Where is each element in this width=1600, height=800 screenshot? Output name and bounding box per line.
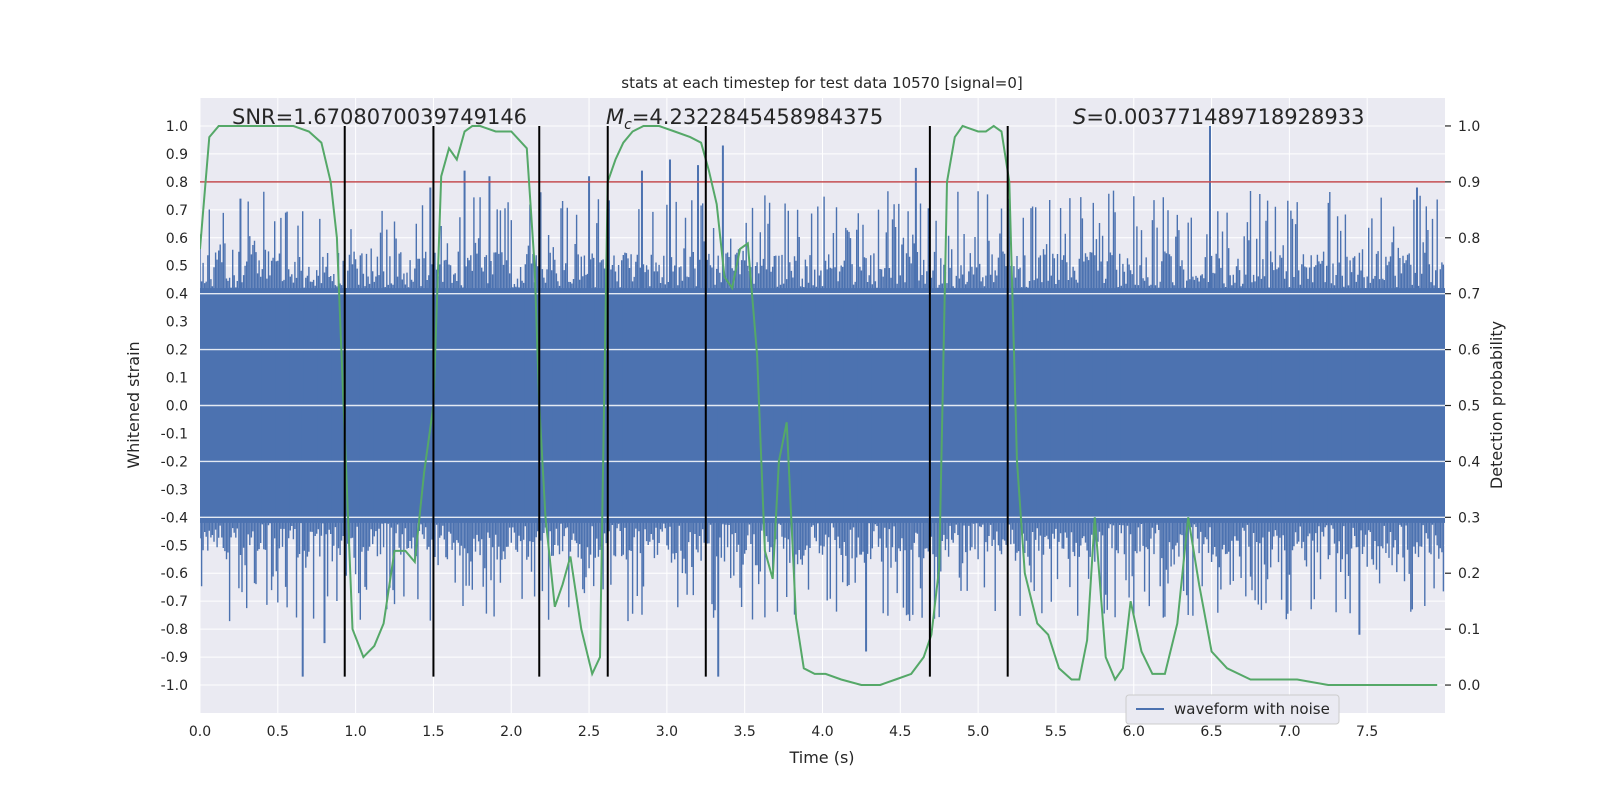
annotation-snr: SNR=1.6708070039749146 xyxy=(232,105,527,129)
annotation-mc-subscript: c xyxy=(624,117,632,133)
x-tick-label: 1.5 xyxy=(422,724,444,740)
chart-title: stats at each timestep for test data 105… xyxy=(621,74,1022,92)
y-tick-label: 1.0 xyxy=(166,119,188,135)
legend-box xyxy=(1125,694,1340,725)
x-axis-label: Time (s) xyxy=(788,748,854,767)
x-tick-label: 6.0 xyxy=(1123,724,1145,740)
y2-tick-label: 0.4 xyxy=(1458,454,1480,470)
event-lines xyxy=(343,125,1009,677)
y-axis-ticks: 1.0 0.9 0.8 0.7 0.6 0.5 0.4 0.3 0.2 0.1 0.0 -0.1 -0.… xyxy=(161,119,188,694)
x-tick-label: 2.0 xyxy=(500,724,522,740)
y-tick-label: 0.3 xyxy=(166,315,188,331)
waveform-series xyxy=(200,125,1445,677)
y2-tick-label: 0.0 xyxy=(1458,678,1480,694)
x-tick-label: 4.5 xyxy=(889,724,911,740)
y2-axis-ticks: 1.0 0.9 0.8 0.7 0.6 0.5 0.4 0.3 0.2 0.1 0.0 xyxy=(1445,119,1480,694)
annotation-mc-symbol: M xyxy=(606,105,624,129)
x-tick-label: 5.0 xyxy=(967,724,989,740)
annotation-chirp-mass: Mc=4.2322845458984375 xyxy=(606,105,883,133)
y2-tick-label: 0.2 xyxy=(1458,566,1480,582)
y-axis-label: Whitened strain xyxy=(124,341,143,468)
y2-axis-label: Detection probability xyxy=(1487,321,1506,489)
x-tick-label: 3.5 xyxy=(734,724,756,740)
annotation-s-value: =0.003771489718928933 xyxy=(1086,105,1364,129)
y-tick-label: 0.5 xyxy=(166,259,188,275)
y-tick-label: -1.0 xyxy=(161,678,188,694)
y-tick-label: 0.4 xyxy=(166,287,188,303)
y-tick-label: -0.3 xyxy=(161,482,188,498)
probability-series xyxy=(200,124,1438,686)
y2-tick-label: 0.1 xyxy=(1458,622,1480,638)
x-tick-label: 6.5 xyxy=(1200,724,1222,740)
y-tick-label: -0.6 xyxy=(161,566,188,582)
y-tick-label: -0.4 xyxy=(161,510,188,526)
legend: waveform with noise xyxy=(1125,694,1340,725)
x-tick-label: 0.0 xyxy=(189,724,211,740)
y2-tick-label: 0.3 xyxy=(1458,510,1480,526)
x-axis-ticks: 0.0 0.5 1.0 1.5 2.0 2.5 3.0 3.5 4.0 4.5 5.0 5.5 6.0 6… xyxy=(189,724,1378,740)
y-tick-label: 0.0 xyxy=(166,399,188,415)
probability-line xyxy=(200,124,1438,686)
x-tick-label: 3.0 xyxy=(656,724,678,740)
x-tick-label: 5.5 xyxy=(1045,724,1067,740)
x-tick-label: 1.0 xyxy=(344,724,366,740)
legend-label: waveform with noise xyxy=(1174,700,1330,718)
y2-tick-label: 0.7 xyxy=(1458,287,1480,303)
y-tick-label: 0.8 xyxy=(166,175,188,191)
y-tick-label: -0.9 xyxy=(161,650,188,666)
x-tick-label: 0.5 xyxy=(267,724,289,740)
y-tick-label: 0.9 xyxy=(166,147,188,163)
y2-tick-label: 0.9 xyxy=(1458,175,1480,191)
y-tick-label: 0.1 xyxy=(166,371,188,387)
annotation-mc-value: =4.2322845458984375 xyxy=(632,105,883,129)
x-tick-label: 7.0 xyxy=(1278,724,1300,740)
y2-tick-label: 1.0 xyxy=(1458,119,1480,135)
y-tick-label: 0.7 xyxy=(166,203,188,219)
y-tick-label: -0.5 xyxy=(161,538,188,554)
y-tick-label: 0.6 xyxy=(166,231,188,247)
y-tick-label: -0.2 xyxy=(161,454,188,470)
x-tick-label: 4.0 xyxy=(811,724,833,740)
y2-tick-label: 0.6 xyxy=(1458,343,1480,359)
y-tick-label: -0.7 xyxy=(161,594,188,610)
y2-tick-label: 0.5 xyxy=(1458,399,1480,415)
y-tick-label: -0.8 xyxy=(161,622,188,638)
y-tick-label: 0.2 xyxy=(166,343,188,359)
x-tick-label: 7.5 xyxy=(1356,724,1378,740)
y-tick-label: -0.1 xyxy=(161,426,188,442)
annotation-s: S=0.003771489718928933 xyxy=(1073,105,1364,129)
annotation-s-symbol: S xyxy=(1073,105,1086,129)
x-tick-label: 2.5 xyxy=(578,724,600,740)
y2-tick-label: 0.8 xyxy=(1458,231,1480,247)
